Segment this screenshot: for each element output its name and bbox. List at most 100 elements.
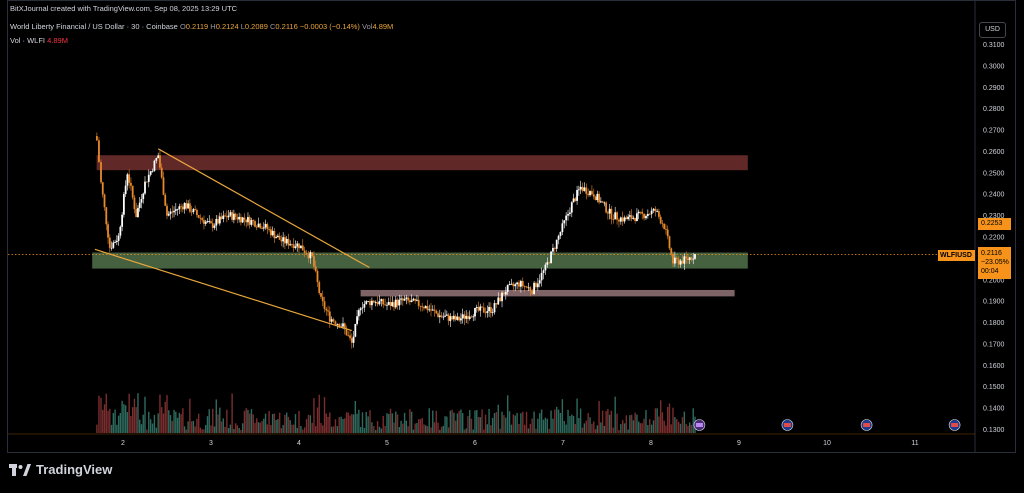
volume-bar [384, 425, 386, 433]
volume-bar [305, 419, 308, 433]
candle-body [371, 300, 373, 306]
volume-bar [512, 414, 515, 433]
volume-bar [661, 412, 664, 433]
volume-bar [162, 413, 165, 433]
candle-body [210, 221, 212, 224]
candle-body [401, 298, 404, 301]
volume-legend-label: Vol · WLFI [10, 36, 46, 45]
candle-body [327, 310, 329, 312]
candle-body [194, 209, 197, 211]
volume-bar [157, 413, 159, 433]
volume-bar [388, 413, 390, 433]
volume-bar [345, 412, 348, 433]
volume-bar [334, 419, 337, 433]
candle-body [187, 203, 190, 209]
high-label: H [210, 22, 216, 31]
volume-bar [618, 429, 620, 433]
candle-body [533, 282, 535, 295]
candle-body [299, 245, 302, 249]
attribution-text: BitXJournal created with TradingView.com… [10, 4, 238, 13]
symbol-title[interactable]: World Liberty Financial / US Dollar · 30… [10, 22, 178, 31]
candle-body [581, 186, 584, 191]
volume-bar [432, 410, 434, 433]
candle-body [650, 210, 653, 215]
candle-body [342, 323, 344, 327]
candle-body [637, 211, 640, 214]
volume-bar [596, 425, 599, 433]
candle-body [451, 316, 454, 320]
volume-bar [123, 404, 125, 433]
candle-body [282, 237, 285, 242]
volume-bar [690, 424, 693, 433]
candle-body [636, 213, 638, 221]
volume-bar [245, 408, 247, 433]
volume-bar [250, 409, 253, 433]
candle-body [199, 217, 202, 219]
candle-body [227, 215, 230, 218]
candle-body [201, 218, 204, 221]
volume-bar [608, 414, 611, 433]
candle-body [461, 314, 464, 319]
candle-body [565, 215, 568, 221]
last-price-tag: 0.2116 −23.05% 00:04 [978, 247, 1011, 279]
volume-legend[interactable]: Vol · WLFI 4.89M [10, 36, 68, 45]
volume-bar [676, 419, 678, 433]
volume-bar [263, 418, 265, 433]
candle-body [334, 321, 337, 325]
volume-bar [683, 411, 686, 433]
volume-bar [358, 409, 360, 433]
volume-bar [175, 411, 177, 433]
volume-bar [483, 429, 485, 433]
volume-bar [220, 421, 223, 433]
volume-bar [229, 424, 232, 433]
candle-body [544, 264, 547, 271]
volume-bar [583, 423, 586, 433]
candle-body [323, 301, 326, 309]
volume-bar [578, 418, 580, 433]
volume-bar [107, 410, 109, 433]
volume-bar [131, 407, 134, 433]
candle-body [412, 298, 415, 301]
candle-body [196, 210, 198, 216]
candle-body [167, 213, 170, 216]
volume-bar [280, 428, 283, 433]
volume-bar [474, 410, 476, 433]
volume-bar [323, 397, 326, 433]
volume-bar [102, 409, 104, 433]
candle-body [229, 212, 232, 216]
volume-bar [199, 427, 202, 433]
volume-bar [522, 411, 524, 433]
volume-bar [426, 426, 429, 433]
volume-bar [430, 427, 432, 433]
candle-body [231, 212, 234, 220]
volume-bar [469, 410, 471, 433]
volume-bar [544, 417, 547, 433]
candle-body [559, 232, 562, 236]
volume-bar [523, 424, 526, 433]
candle-body [491, 312, 494, 314]
candle-body [672, 254, 674, 264]
volume-bar [658, 416, 660, 433]
volume-bar [476, 410, 478, 433]
candle-body [192, 209, 195, 213]
volume-bar [112, 412, 115, 433]
volume-bar [557, 409, 560, 433]
volume-bar [670, 424, 672, 433]
candle-body [95, 136, 98, 141]
candle-body [164, 194, 167, 206]
volume-bar [359, 427, 362, 433]
tradingview-logo[interactable]: TradingView [9, 462, 112, 477]
candle-body [400, 298, 402, 300]
candle-body [273, 230, 276, 239]
candle-body [661, 223, 664, 225]
candle-body [405, 297, 408, 299]
volume-bar [647, 425, 649, 433]
volume-bar [176, 417, 179, 433]
volume-bar [302, 429, 304, 433]
volume-bar [105, 393, 107, 433]
volume-bar [419, 419, 422, 433]
currency-button[interactable]: USD [979, 22, 1006, 38]
candle-body [386, 304, 388, 306]
volume-bar [687, 425, 689, 433]
